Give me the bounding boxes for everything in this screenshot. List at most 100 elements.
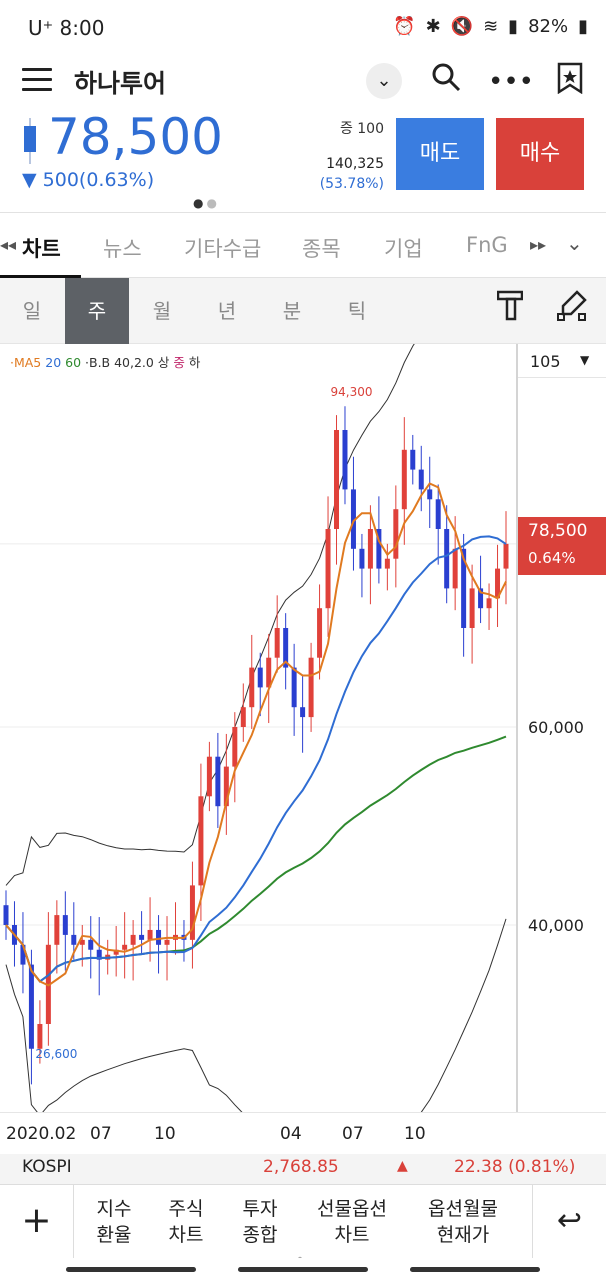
search-icon[interactable]: [426, 62, 466, 102]
candle-body: [376, 529, 382, 569]
candle-body: [317, 608, 323, 658]
back-icon[interactable]: ↩: [532, 1185, 606, 1259]
candle-body: [37, 1024, 43, 1049]
y-label-60000: 60,000: [528, 718, 584, 737]
candle-body: [469, 588, 475, 628]
tab-news[interactable]: 뉴스: [103, 237, 142, 261]
trade-volume-pct: (53.78%): [319, 176, 384, 192]
candle-body: [54, 915, 60, 945]
candle-body: [495, 568, 501, 599]
price-chart[interactable]: 94,300 26,600: [0, 344, 516, 1112]
candle-body: [206, 756, 212, 797]
x-label: 10: [154, 1124, 176, 1144]
low-annotation: 26,600: [35, 1047, 77, 1061]
quantity-label: 증 100: [339, 121, 384, 137]
tab-other-supply[interactable]: 기타수급: [184, 237, 262, 261]
candle-body: [334, 430, 340, 529]
candle-body: [367, 529, 373, 569]
candle-body: [410, 449, 416, 470]
status-bar: U⁺ 8:00 ⏰ ✱ 🔇 ≋ ▮ 82% ▮: [0, 0, 606, 56]
stock-name[interactable]: 하나투어: [74, 69, 167, 98]
battery-percent: 82%: [528, 16, 569, 37]
tab-stock[interactable]: 종목: [302, 237, 341, 261]
kospi-ticker[interactable]: KOSPI 2,768.85 ▲ 22.38 (0.81%): [0, 1154, 606, 1184]
kospi-name: KOSPI: [22, 1157, 72, 1177]
candle-body: [20, 944, 26, 965]
period-minute[interactable]: 분: [282, 299, 302, 323]
up-arrow-icon: ▲: [397, 1158, 408, 1174]
legend-bb-lower: 하: [188, 355, 201, 370]
legend-bb-mid: 중: [173, 355, 185, 370]
bookmark-star-icon[interactable]: [550, 62, 590, 102]
candle-body: [461, 548, 467, 628]
period-month[interactable]: 월: [152, 299, 172, 323]
candle-body: [139, 934, 145, 940]
candle-body: [122, 944, 128, 950]
candle-body: [401, 449, 407, 510]
candle-body: [393, 509, 399, 559]
mini-candle-icon: [24, 118, 36, 164]
sell-button[interactable]: 매도: [396, 118, 484, 190]
tab-fng[interactable]: FnG: [466, 233, 508, 257]
period-day[interactable]: 일: [22, 299, 42, 323]
period-tick[interactable]: 틱: [347, 299, 367, 323]
candle-body: [435, 499, 441, 529]
page-indicator: ●●: [193, 196, 220, 210]
candle-body: [300, 707, 306, 718]
tab-scroll-right-icon[interactable]: ▸▸: [530, 235, 547, 254]
indicator-settings-icon[interactable]: [490, 290, 530, 330]
tab-scroll-left-icon[interactable]: ◂◂: [0, 235, 17, 254]
period-week[interactable]: 주: [65, 278, 129, 344]
candle-body: [130, 934, 136, 945]
y-label-40000: 40,000: [528, 916, 584, 935]
candle-body: [478, 588, 484, 609]
more-icon[interactable]: •••: [488, 67, 535, 97]
price-change-value: 500(0.63%): [42, 169, 155, 191]
display-count-selector[interactable]: 105 ▼: [518, 344, 606, 378]
candle-body: [147, 929, 153, 940]
candle-body: [291, 667, 297, 708]
buy-button[interactable]: 매수: [496, 118, 584, 190]
stock-dropdown-button[interactable]: ⌄: [366, 63, 402, 99]
add-icon[interactable]: +: [0, 1185, 74, 1259]
indicator-legend: ·MA5 20 60 ·B.B 40,2.0 상 중 하: [10, 352, 200, 371]
kospi-value: 2,768.85: [263, 1157, 339, 1177]
candle-body: [308, 657, 314, 718]
candle-body: [88, 939, 94, 950]
candle-body: [418, 469, 424, 490]
menu-invest-summary[interactable]: 투자 종합: [242, 1198, 278, 1246]
candle-body: [257, 667, 263, 688]
tab-bar: ◂◂ 차트 뉴스 기타수급 종목 기업 FnG ▸▸ ⌄: [0, 212, 606, 278]
menu-stock-chart[interactable]: 주식 차트: [168, 1198, 204, 1246]
signal-icon: ▮: [508, 16, 519, 37]
menu-option-monthly[interactable]: 옵션월물 현재가: [428, 1198, 498, 1246]
period-selector: 일 주 월 년 분 틱: [0, 278, 606, 344]
bb-upper-line: [5, 344, 415, 886]
legend-ma60: 60: [65, 355, 82, 370]
current-price-tag-value: 78,500: [528, 521, 588, 541]
menu-icon[interactable]: [22, 68, 52, 92]
active-tab-underline: [0, 275, 81, 278]
menu-futures-chart[interactable]: 선물옵션 차트: [317, 1198, 387, 1246]
candle-body: [28, 964, 34, 1049]
x-label: 04: [280, 1124, 302, 1144]
price-change: ▼ 500(0.63%): [22, 169, 155, 191]
caret-down-icon: ▼: [580, 353, 590, 367]
period-year[interactable]: 년: [217, 299, 237, 323]
wifi-icon: ≋: [483, 16, 499, 37]
candle-body: [113, 949, 119, 955]
candle-body: [96, 949, 102, 960]
candle-body: [3, 905, 9, 925]
candle-body: [486, 598, 492, 609]
tab-chart[interactable]: 차트: [22, 237, 61, 261]
battery-icon: ▮: [578, 16, 588, 37]
draw-tool-icon[interactable]: [552, 290, 592, 330]
mute-icon: 🔇: [450, 16, 474, 37]
candle-body: [223, 766, 229, 807]
chevron-down-icon[interactable]: ⌄: [566, 231, 583, 255]
tab-company[interactable]: 기업: [384, 237, 423, 261]
candle-body: [164, 939, 170, 945]
candle-body: [342, 430, 348, 490]
menu-index-fx[interactable]: 지수 환율: [96, 1198, 132, 1246]
candle-body: [274, 628, 280, 658]
